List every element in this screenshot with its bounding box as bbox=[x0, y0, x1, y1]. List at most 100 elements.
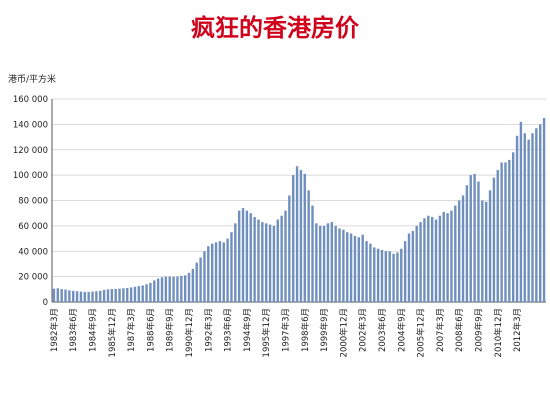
bar bbox=[207, 246, 210, 302]
bar bbox=[508, 159, 511, 302]
bar bbox=[454, 205, 457, 302]
bar bbox=[511, 152, 515, 302]
x-tick-label: 2002年3月 bbox=[358, 308, 369, 352]
bar bbox=[249, 213, 252, 302]
bar bbox=[535, 128, 538, 302]
bar bbox=[129, 287, 133, 302]
bar bbox=[226, 238, 229, 302]
bar bbox=[419, 222, 422, 302]
x-tick-label: 2008年6月 bbox=[454, 308, 465, 352]
bar bbox=[253, 216, 256, 302]
bar bbox=[218, 241, 222, 302]
bar bbox=[469, 175, 472, 302]
y-tick-label: 0 bbox=[43, 298, 48, 308]
bar bbox=[264, 223, 268, 302]
bar bbox=[361, 234, 364, 302]
x-tick-label: 1997年3月 bbox=[280, 308, 291, 352]
bar bbox=[292, 175, 295, 302]
bar bbox=[523, 133, 526, 302]
x-tick-label: 1988年6月 bbox=[145, 308, 156, 352]
bar bbox=[122, 288, 125, 302]
y-tick-label: 20 000 bbox=[18, 273, 48, 283]
bar bbox=[110, 289, 114, 302]
bar bbox=[334, 225, 337, 302]
bar bbox=[106, 289, 110, 302]
bar bbox=[477, 181, 480, 302]
x-tick-label: 2007年3月 bbox=[435, 308, 446, 352]
bar bbox=[99, 290, 102, 302]
bar bbox=[272, 225, 276, 302]
x-tick-label: 1984年9月 bbox=[88, 308, 99, 352]
bar bbox=[288, 195, 291, 302]
bar bbox=[446, 213, 449, 302]
x-tick-label: 2010年12月 bbox=[493, 308, 504, 357]
bar bbox=[403, 241, 407, 302]
bar bbox=[137, 286, 141, 302]
bar bbox=[268, 224, 272, 302]
bar bbox=[52, 288, 56, 302]
bar bbox=[176, 276, 179, 302]
bar bbox=[295, 166, 299, 302]
bar bbox=[527, 139, 530, 302]
bar bbox=[504, 162, 507, 302]
bar bbox=[423, 218, 426, 302]
bar bbox=[56, 288, 59, 302]
bar bbox=[133, 286, 137, 302]
bar bbox=[450, 210, 453, 302]
bar bbox=[234, 223, 237, 302]
y-tick-label: 160 000 bbox=[13, 95, 48, 105]
bar bbox=[241, 208, 245, 302]
y-tick-label: 80 000 bbox=[18, 197, 48, 207]
bar bbox=[168, 276, 171, 302]
bar bbox=[183, 275, 187, 302]
bar bbox=[187, 272, 191, 302]
x-tick-label: 1990年12月 bbox=[184, 308, 195, 357]
bar bbox=[261, 222, 264, 302]
y-tick-label: 120 000 bbox=[13, 146, 48, 156]
x-tick-label: 2012年3月 bbox=[512, 308, 523, 352]
bar bbox=[203, 251, 206, 302]
bar bbox=[411, 230, 415, 302]
x-tick-label: 2000年12月 bbox=[338, 308, 349, 357]
bar bbox=[141, 285, 144, 302]
bar bbox=[222, 242, 225, 302]
bar bbox=[461, 195, 465, 302]
bar bbox=[180, 275, 183, 302]
bar bbox=[376, 248, 380, 302]
bar bbox=[330, 222, 334, 302]
bar bbox=[346, 232, 349, 302]
bar bbox=[307, 190, 310, 302]
bar bbox=[353, 236, 357, 302]
bar bbox=[365, 241, 368, 302]
x-tick-label: 1989年9月 bbox=[165, 308, 176, 352]
bar bbox=[415, 225, 418, 302]
bar bbox=[539, 124, 542, 302]
x-tick-label: 1999年9月 bbox=[319, 308, 330, 352]
bar bbox=[457, 200, 461, 302]
bar bbox=[230, 232, 233, 302]
bar bbox=[153, 280, 156, 302]
bar bbox=[407, 233, 411, 302]
bar bbox=[400, 248, 403, 302]
bar bbox=[60, 289, 63, 302]
bar bbox=[303, 173, 306, 302]
bar bbox=[380, 249, 384, 302]
bar bbox=[126, 288, 129, 302]
bar bbox=[349, 233, 353, 302]
bar bbox=[210, 243, 214, 302]
bar bbox=[145, 284, 148, 302]
bar bbox=[276, 219, 279, 302]
bar bbox=[72, 290, 75, 302]
bar bbox=[172, 276, 175, 302]
x-tick-label: 1985年12月 bbox=[107, 308, 118, 357]
y-tick-label: 40 000 bbox=[18, 247, 48, 257]
bar bbox=[83, 291, 87, 302]
bar bbox=[434, 219, 438, 302]
x-tick-label: 2005年12月 bbox=[416, 308, 427, 357]
y-tick-label: 140 000 bbox=[13, 120, 48, 130]
bar bbox=[191, 269, 195, 302]
bar bbox=[160, 277, 164, 302]
bar bbox=[156, 278, 160, 302]
bar bbox=[114, 288, 117, 302]
